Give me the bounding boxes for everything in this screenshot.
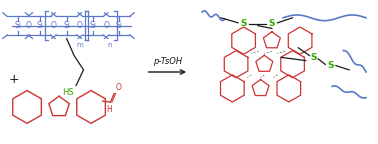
Text: S: S xyxy=(327,61,333,70)
Text: O: O xyxy=(51,21,56,30)
Text: H: H xyxy=(106,105,112,114)
Text: O: O xyxy=(116,83,122,92)
Text: m: m xyxy=(76,42,83,48)
Text: S: S xyxy=(310,53,316,62)
Text: S: S xyxy=(240,19,247,28)
Text: +: + xyxy=(9,73,19,86)
Text: O: O xyxy=(77,21,83,30)
Text: Si: Si xyxy=(37,21,44,30)
Text: O: O xyxy=(103,21,109,30)
Text: HS: HS xyxy=(62,88,74,97)
Text: Si: Si xyxy=(14,21,21,30)
Text: n: n xyxy=(108,42,112,48)
Text: Si: Si xyxy=(63,21,70,30)
Text: S: S xyxy=(269,19,275,28)
Text: Si: Si xyxy=(90,21,96,30)
Text: O: O xyxy=(26,21,32,30)
Text: Si: Si xyxy=(116,21,123,30)
Text: p-TsOH: p-TsOH xyxy=(153,57,182,66)
